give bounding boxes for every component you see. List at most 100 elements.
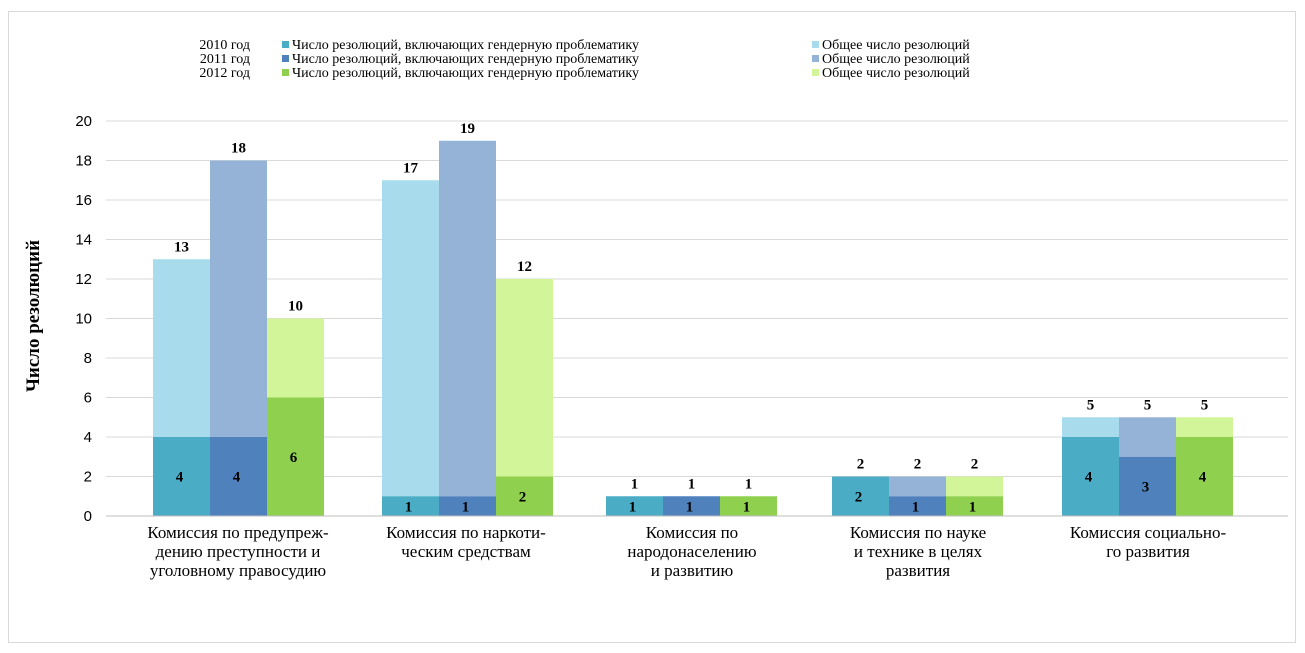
- data-label-gender: 4: [1199, 470, 1207, 486]
- legend-label-total: Общее число резолюций: [822, 66, 970, 81]
- bar-gender: [496, 476, 553, 516]
- bar-total: [210, 160, 267, 437]
- data-label-total: 1: [745, 476, 753, 492]
- data-label-gender: 6: [290, 450, 298, 466]
- bar-gender: [382, 496, 439, 516]
- data-label-total: 10: [288, 299, 303, 315]
- data-label-total: 12: [517, 259, 532, 275]
- data-label-total: 5: [1201, 397, 1209, 413]
- category-label-line: и технике в целях: [854, 542, 983, 561]
- data-label-gender: 1: [969, 499, 977, 515]
- y-tick-label: 4: [84, 429, 92, 446]
- bar-total: [382, 180, 439, 497]
- data-label-gender: 4: [1085, 470, 1093, 486]
- bar-total: [267, 318, 324, 398]
- bar-gender: [267, 397, 324, 516]
- bar-gender: [663, 496, 720, 516]
- data-label-total: 1: [631, 476, 639, 492]
- y-tick-label: 8: [84, 350, 92, 367]
- bar-gender: [1176, 437, 1233, 516]
- legend-label-gender: Число резолюций, включающих гендерную пр…: [292, 38, 639, 53]
- category-label: Комиссия по народонаселению и развитию: [627, 523, 756, 580]
- category-labels: Комиссия по предупреж-дению преступности…: [147, 523, 1226, 580]
- bar-gender: [439, 496, 496, 516]
- data-label-total: 13: [174, 239, 189, 255]
- category-label-line: Комиссия по наркоти-: [386, 523, 546, 542]
- bar-gender: [720, 496, 777, 516]
- y-tick-label: 18: [75, 153, 92, 170]
- bar-gender: [153, 437, 210, 516]
- bar-gender: [1119, 456, 1176, 516]
- category-label-line: развития: [886, 561, 950, 580]
- bar-total: [1176, 417, 1233, 437]
- legend-swatch-total: [812, 69, 819, 76]
- bar-total: [153, 259, 210, 437]
- data-label-gender: 1: [629, 499, 637, 515]
- legend-swatch-total: [812, 55, 819, 62]
- y-tick-label: 12: [75, 271, 92, 288]
- data-label-gender: 4: [233, 470, 241, 486]
- data-label-total: 1: [688, 476, 696, 492]
- legend-label-total: Общее число резолюций: [822, 52, 970, 67]
- legend-swatch-gender: [282, 69, 289, 76]
- legend: 2010 год Число резолюций, включающих генд…: [199, 38, 970, 81]
- legend-year: 2010 год: [199, 38, 250, 53]
- bar-gender: [889, 496, 946, 516]
- bar-total: [439, 140, 496, 497]
- category-label-line: го развития: [1106, 542, 1190, 561]
- data-label-gender: 1: [686, 499, 694, 515]
- bars: [153, 140, 1233, 516]
- bar-gender: [832, 476, 889, 516]
- category-label: Комиссия по наркоти-ческим средствам: [386, 523, 546, 561]
- data-label-total: 2: [857, 457, 865, 473]
- legend-swatch-total: [812, 41, 819, 48]
- data-label-gender: 4: [176, 470, 184, 486]
- data-label-gender: 1: [743, 499, 751, 515]
- legend-swatch-gender: [282, 55, 289, 62]
- category-label-line: Комиссия по науке: [850, 523, 986, 542]
- y-tick-label: 16: [75, 192, 92, 209]
- data-label-total: 18: [231, 141, 246, 157]
- data-label-gender: 2: [855, 489, 863, 505]
- data-label-total: 5: [1087, 397, 1095, 413]
- y-axis-ticks: 0 2 4 6 8 10 12 14 16 18 20: [75, 113, 92, 525]
- category-label-line: народонаселению: [627, 542, 756, 561]
- bar-gender: [1062, 437, 1119, 516]
- legend-label-gender: Число резолюций, включающих гендерную пр…: [292, 52, 639, 67]
- category-label-line: Комиссия социально-: [1070, 523, 1227, 542]
- data-label-total: 19: [460, 121, 475, 137]
- data-label-gender: 1: [405, 499, 413, 515]
- bar-gender: [210, 437, 267, 516]
- data-label-total: 2: [971, 457, 979, 473]
- category-label-line: ческим средствам: [401, 542, 531, 561]
- category-label-line: уголовному правосудию: [150, 561, 327, 580]
- y-axis-title: Число резолюций: [23, 240, 44, 392]
- y-tick-label: 10: [75, 311, 92, 328]
- category-label: Комиссия по предупреж-дению преступности…: [147, 523, 329, 580]
- y-tick-label: 6: [84, 390, 92, 407]
- category-label: Комиссия по науке и технике в целях развит…: [850, 523, 986, 580]
- data-label-gender: 3: [1142, 479, 1150, 495]
- data-label-total: 2: [914, 457, 922, 473]
- data-label-gender: 1: [462, 499, 470, 515]
- category-label-line: Комиссия по: [646, 523, 738, 542]
- data-label-gender: 1: [912, 499, 920, 515]
- data-label-total: 5: [1144, 397, 1152, 413]
- bar-total: [496, 279, 553, 477]
- y-tick-label: 20: [75, 113, 92, 130]
- data-label-total: 17: [403, 160, 419, 176]
- legend-swatch-gender: [282, 41, 289, 48]
- bar-total: [946, 476, 1003, 497]
- category-label-line: и развитию: [651, 561, 734, 580]
- legend-label-gender: Число резолюций, включающих гендерную пр…: [292, 66, 639, 81]
- data-label-gender: 2: [519, 489, 527, 505]
- legend-year: 2011 год: [200, 52, 250, 67]
- y-tick-label: 2: [84, 469, 92, 486]
- bar-gender: [946, 496, 1003, 516]
- category-label-line: дению преступности и: [156, 542, 321, 561]
- legend-label-total: Общее число резолюций: [822, 38, 970, 53]
- y-tick-label: 0: [84, 508, 92, 525]
- y-tick-label: 14: [75, 232, 92, 249]
